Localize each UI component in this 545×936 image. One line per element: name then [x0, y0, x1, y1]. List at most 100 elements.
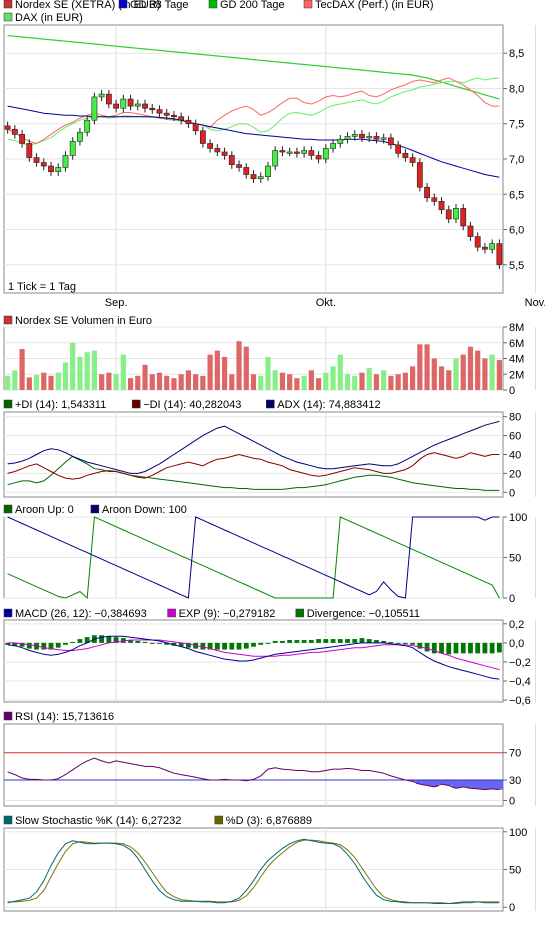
volume-bar: [475, 350, 481, 390]
legend-label: GD 200 Tage: [220, 0, 285, 11]
volume-bar: [381, 370, 387, 390]
legend-label: Aroon Up: 0: [15, 504, 74, 516]
volume-legend-item: Nordex SE Volumen in Euro: [3, 315, 152, 327]
divergence-bar: [323, 639, 329, 643]
volume-bar: [55, 372, 61, 390]
volume-bar: [410, 366, 416, 390]
divergence-bar: [236, 642, 242, 650]
divergence-bar: [251, 642, 256, 647]
dmi-ytick-label: 60: [509, 431, 521, 443]
volume-bar: [26, 377, 32, 390]
legend-swatch: [90, 504, 100, 514]
rsi-oversold-fill: [466, 780, 475, 789]
candle: [178, 116, 185, 121]
candle: [467, 225, 474, 237]
volume-bar: [149, 374, 155, 390]
candle: [84, 119, 91, 133]
volume-bar: [258, 375, 264, 390]
legend-swatch: [3, 711, 13, 721]
gd200-line: [7, 35, 500, 100]
volume-bar: [460, 354, 466, 390]
xaxis-month-label: Okt.: [316, 297, 336, 309]
candle: [402, 153, 409, 158]
volume-bar: [127, 378, 134, 390]
divergence-bar: [287, 640, 293, 643]
divergence-bar: [5, 642, 11, 645]
gd38-line: [7, 105, 500, 178]
volume-bar: [250, 374, 257, 390]
dax-line: [7, 77, 500, 146]
volume-bar: [62, 362, 69, 390]
divergence-bar: [308, 640, 314, 643]
divergence-bar: [496, 642, 502, 653]
candle: [127, 98, 134, 107]
legend-swatch: [167, 608, 176, 618]
macd-legend-item: EXP (9): −0,279182: [167, 608, 276, 620]
volume-bar: [294, 378, 300, 390]
divergence-bar: [63, 642, 68, 645]
volume-bar: [236, 341, 242, 390]
candle: [113, 103, 119, 109]
macd-ytick-label: −0,2: [509, 657, 531, 669]
price-legend-item: GD 38 Tage: [118, 0, 189, 11]
divergence-bar: [446, 642, 452, 655]
volume-bar: [489, 354, 495, 390]
volume-bar: [41, 372, 47, 390]
candle: [40, 162, 47, 167]
stoch-legend-item: %D (3): 6,876889: [214, 815, 312, 827]
divergence-bar: [345, 639, 350, 643]
volume-bar: [113, 374, 119, 390]
candle: [98, 93, 105, 98]
divergence-bar: [207, 642, 213, 650]
divergence-bar: [178, 642, 184, 647]
volume-bar: [135, 375, 141, 390]
divergence-bar: [439, 642, 444, 654]
volume-bar: [446, 370, 452, 390]
candle: [474, 236, 481, 248]
stoch-k-line: [7, 838, 500, 904]
macd-ytick-label: 0,0: [509, 638, 524, 650]
rsi-ytick-label: 70: [509, 748, 521, 760]
candle: [62, 155, 69, 168]
legend-label: Aroon Down: 100: [102, 504, 187, 516]
divergence-bar: [142, 641, 148, 643]
rsi-oversold-fill: [416, 780, 424, 785]
candle: [482, 246, 488, 250]
volume-bar: [496, 360, 502, 390]
macd-legend-item: MACD (26, 12): −0,384693: [3, 608, 147, 620]
stochastic-panel: 0 50 100 Slow Stochastic %K (14): 6,27232 %D…: [3, 815, 537, 914]
price-ytick-label: 6,0: [509, 225, 524, 237]
divergence-bar: [337, 639, 343, 643]
aroon-ytick-label: 100: [509, 512, 527, 524]
divergence-bar: [410, 642, 416, 645]
legend-swatch: [208, 0, 218, 9]
volume-bar: [193, 374, 199, 390]
aroon-legend-item: Aroon Down: 100: [90, 504, 187, 516]
volume-bar: [359, 372, 365, 390]
legend-label: EXP (9): −0,279182: [179, 608, 276, 620]
divergence-bar: [381, 640, 387, 643]
divergence-bar: [280, 640, 285, 643]
candle: [366, 136, 373, 139]
candle: [192, 123, 199, 132]
candles: [4, 89, 503, 270]
candle: [55, 167, 62, 172]
candle: [496, 243, 503, 266]
rsi-oversold-fill: [452, 780, 460, 789]
rsi-oversold-fill: [488, 780, 497, 789]
legend-swatch: [303, 0, 313, 9]
dmi-ytick-label: 80: [509, 412, 521, 424]
volume-bar: [308, 370, 314, 390]
volume-bar: [388, 375, 394, 390]
candle: [373, 136, 380, 140]
candle: [431, 197, 438, 202]
price-legend-item: TecDAX (Perf.) (in EUR): [303, 0, 434, 11]
xaxis-month-label: Nov.: [525, 297, 545, 309]
rsi-oversold-fill: [437, 780, 446, 785]
candle: [228, 155, 235, 165]
volume-ytick-label: 8M: [509, 322, 524, 334]
volume-bar: [344, 374, 351, 390]
candle: [351, 134, 358, 137]
divergence-bar: [395, 642, 401, 644]
dmi-panel: 0 20 40 60 80 +DI (14): 1,543311 −DI (14): 40,…: [3, 399, 537, 499]
